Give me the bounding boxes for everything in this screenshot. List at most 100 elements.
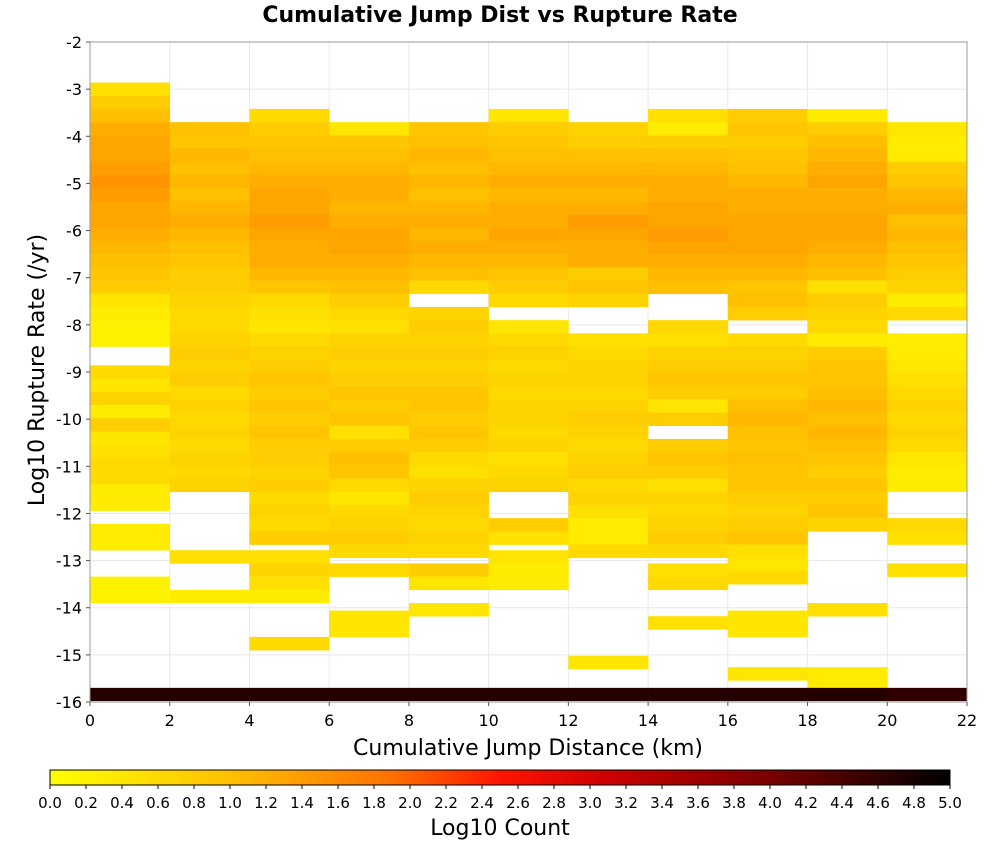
colorbar-tick-label: 4.8 bbox=[902, 794, 926, 812]
heatmap-cell bbox=[249, 148, 330, 163]
heatmap-cell bbox=[408, 359, 489, 374]
heatmap-cell bbox=[408, 280, 489, 295]
heatmap-cell bbox=[488, 563, 569, 577]
heatmap-cell bbox=[408, 254, 489, 268]
heatmap-cell bbox=[329, 359, 410, 374]
heatmap-cell bbox=[90, 457, 171, 472]
heatmap-cell bbox=[807, 320, 888, 334]
heatmap-cell bbox=[169, 386, 250, 400]
heatmap-cell bbox=[488, 227, 569, 242]
x-tick-label: 10 bbox=[478, 711, 498, 730]
heatmap-cell bbox=[887, 306, 968, 321]
colorbar-tick-label: 3.8 bbox=[722, 794, 746, 812]
x-axis-ticks: 0 2 4 6 8 10 12 14 16 18 20 22 bbox=[85, 702, 977, 730]
heatmap-cell bbox=[727, 544, 808, 559]
heatmap-cell bbox=[408, 412, 489, 427]
heatmap-cell bbox=[90, 365, 171, 379]
heatmap-cell bbox=[329, 623, 410, 638]
heatmap-cell bbox=[408, 240, 489, 255]
heatmap-cell bbox=[408, 504, 489, 519]
heatmap-cell bbox=[169, 227, 250, 242]
heatmap-cell bbox=[727, 293, 808, 308]
heatmap-cell bbox=[90, 135, 171, 149]
heatmap-cell bbox=[648, 320, 729, 334]
heatmap-cell bbox=[169, 399, 250, 413]
heatmap-cell bbox=[488, 465, 569, 479]
heatmap-cell bbox=[90, 576, 171, 591]
heatmap-cell bbox=[807, 452, 888, 466]
colorbar-tick-label: 4.0 bbox=[758, 794, 782, 812]
y-tick-label: -16 bbox=[56, 693, 82, 712]
heatmap-cell bbox=[249, 576, 330, 591]
heatmap-cell bbox=[329, 518, 410, 532]
heatmap-cell bbox=[887, 563, 968, 577]
heatmap-cell bbox=[408, 201, 489, 215]
heatmap-cell bbox=[408, 148, 489, 163]
heatmap-cell bbox=[169, 122, 250, 136]
x-tick-label: 4 bbox=[244, 711, 254, 730]
heatmap-cell bbox=[488, 412, 569, 427]
heatmap-cell bbox=[807, 293, 888, 308]
heatmap-cell bbox=[568, 174, 649, 189]
heatmap-cell bbox=[488, 267, 569, 281]
heatmap-cell bbox=[408, 531, 489, 545]
heatmap-cell bbox=[727, 240, 808, 255]
heatmap-cell bbox=[249, 333, 330, 347]
colorbar-tick-label: 3.4 bbox=[650, 794, 674, 812]
heatmap-cell bbox=[488, 148, 569, 163]
heatmap-cell bbox=[648, 544, 729, 559]
heatmap-cell bbox=[488, 293, 569, 308]
heatmap-cell bbox=[169, 589, 250, 604]
heatmap-cell bbox=[329, 188, 410, 202]
heatmap-cell bbox=[887, 122, 968, 136]
heatmap-cell bbox=[488, 214, 569, 229]
heatmap-cell bbox=[887, 174, 968, 189]
heatmap-cell bbox=[90, 161, 171, 176]
heatmap-cell bbox=[648, 359, 729, 374]
heatmap-cell bbox=[488, 346, 569, 361]
heatmap-cell bbox=[807, 135, 888, 149]
heatmap-cell bbox=[648, 240, 729, 255]
heatmap-cell bbox=[727, 667, 808, 681]
heatmap-cell bbox=[249, 518, 330, 532]
heatmap-cell bbox=[90, 227, 171, 242]
heatmap-cell bbox=[90, 320, 171, 334]
heatmap-cell bbox=[727, 610, 808, 625]
heatmap-cell bbox=[329, 425, 410, 440]
heatmap-cell bbox=[648, 386, 729, 400]
heatmap-cell bbox=[648, 254, 729, 268]
heatmap-cell bbox=[329, 174, 410, 189]
heatmap-cell bbox=[568, 425, 649, 440]
heatmap-cell bbox=[727, 425, 808, 440]
heatmap-cell bbox=[568, 386, 649, 400]
heatmap-cell bbox=[488, 320, 569, 334]
heatmap-cell bbox=[807, 280, 888, 295]
heatmap-cell bbox=[408, 491, 489, 506]
heatmap-cell bbox=[807, 465, 888, 479]
heatmap-cell bbox=[90, 333, 171, 347]
x-tick-label: 22 bbox=[957, 711, 977, 730]
heatmap-cell bbox=[807, 478, 888, 493]
colorbar-label: Log10 Count bbox=[430, 816, 570, 841]
heatmap-cell bbox=[648, 333, 729, 347]
heatmap-cell bbox=[887, 359, 968, 374]
heatmap-cell bbox=[90, 418, 171, 432]
heatmap-cell bbox=[169, 550, 250, 564]
y-tick-label: -9 bbox=[66, 363, 82, 382]
heatmap-cell bbox=[169, 135, 250, 149]
heatmap-cell bbox=[568, 359, 649, 374]
heatmap-cell bbox=[329, 610, 410, 625]
heatmap-cell bbox=[169, 478, 250, 493]
heatmap-cell bbox=[727, 372, 808, 387]
heatmap-cell bbox=[408, 346, 489, 361]
heatmap-cell bbox=[727, 518, 808, 532]
heatmap-cell bbox=[408, 267, 489, 281]
heatmap-cell bbox=[568, 655, 649, 670]
heatmap-cell bbox=[90, 537, 171, 551]
x-tick-label: 8 bbox=[404, 711, 414, 730]
heatmap-cell bbox=[648, 280, 729, 295]
heatmap-cell bbox=[887, 293, 968, 308]
heatmap-cell bbox=[727, 135, 808, 149]
heatmap-cell bbox=[727, 201, 808, 215]
